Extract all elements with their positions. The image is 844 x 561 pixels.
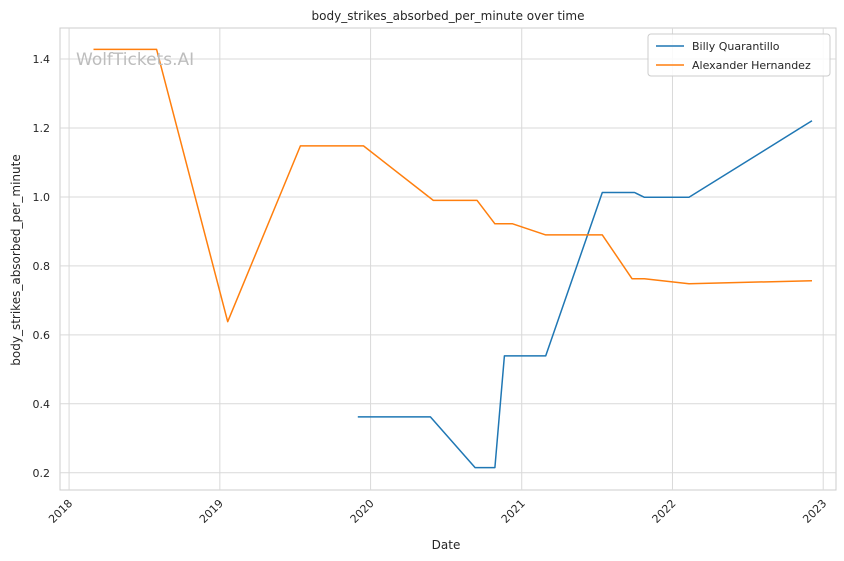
chart-title: body_strikes_absorbed_per_minute over ti… [312,9,585,23]
y-axis-label: body_strikes_absorbed_per_minute [9,154,23,365]
legend-box [647,33,831,77]
series-line-1 [93,48,813,323]
series-line-0 [357,120,813,469]
y-tick-label: 1.0 [33,191,51,204]
legend-label: Alexander Hernandez [692,59,811,72]
x-axis-label: Date [432,538,461,552]
y-tick-label: 0.2 [33,467,51,480]
y-tick-label: 1.2 [33,122,51,135]
y-tick-label: 0.4 [33,398,51,411]
watermark: WolfTickets.AI [76,50,194,70]
y-axis-ticks: 0.2 0.4 0.6 0.8 1.0 1.2 1.4 [33,53,51,480]
series-layer [93,48,813,469]
legend: Billy Quarantillo Alexander Hernandez [647,33,831,77]
y-tick-label: 0.8 [33,260,51,273]
y-tick-label: 1.4 [33,53,51,66]
plot-area [59,27,837,491]
grid-lines [60,28,836,490]
y-tick-label: 0.6 [33,329,51,342]
legend-label: Billy Quarantillo [692,40,780,53]
